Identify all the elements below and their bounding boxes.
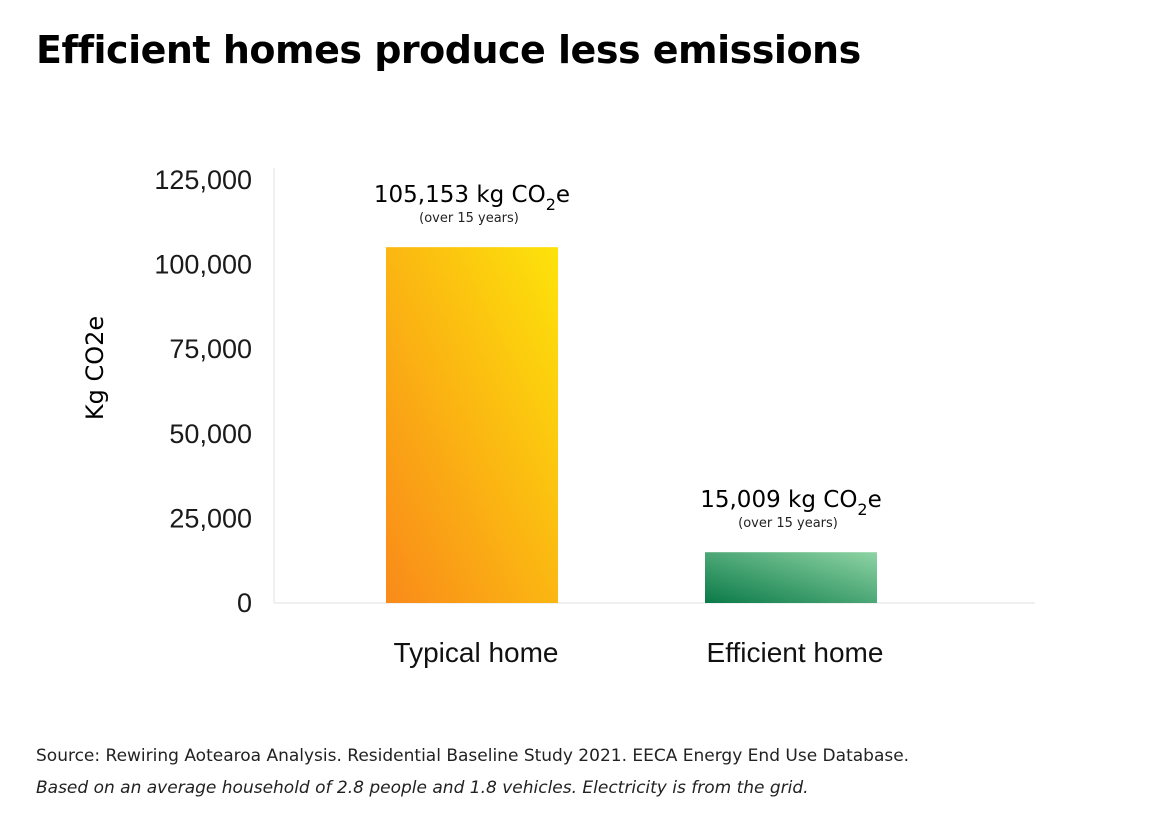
- bars: [386, 247, 877, 604]
- bar-chart: 0 25,000 50,000 75,000 100,000 125,000 105,15…: [81, 165, 1035, 668]
- y-axis-label: Kg CO2e: [81, 316, 109, 420]
- y-tick-label: 100,000: [154, 250, 252, 280]
- category-label: Typical home: [394, 637, 559, 668]
- data-label-note: (over 15 years): [738, 516, 838, 531]
- footnote-text: Based on an average household of 2.8 peo…: [36, 778, 809, 798]
- x-axis-categories: Typical home Efficient home: [394, 637, 884, 668]
- source-text: Source: Rewiring Aotearoa Analysis. Resi…: [36, 746, 910, 766]
- y-tick-label: 50,000: [169, 419, 252, 449]
- data-label: 15,009 kg CO2e: [700, 487, 882, 519]
- bar: [386, 247, 558, 604]
- category-label: Efficient home: [707, 637, 884, 668]
- y-axis-ticks: 0 25,000 50,000 75,000 100,000 125,000: [154, 165, 252, 618]
- y-tick-label: 125,000: [154, 165, 252, 195]
- data-label: 105,153 kg CO2e: [374, 182, 570, 214]
- y-tick-label: 0: [237, 588, 252, 618]
- bar: [705, 552, 877, 603]
- y-tick-label: 25,000: [169, 503, 252, 533]
- data-labels: 105,153 kg CO2e(over 15 years)15,009 kg …: [374, 182, 882, 531]
- y-tick-label: 75,000: [169, 334, 252, 364]
- data-label-note: (over 15 years): [419, 211, 519, 226]
- chart-title: Efficient homes produce less emissions: [36, 28, 861, 72]
